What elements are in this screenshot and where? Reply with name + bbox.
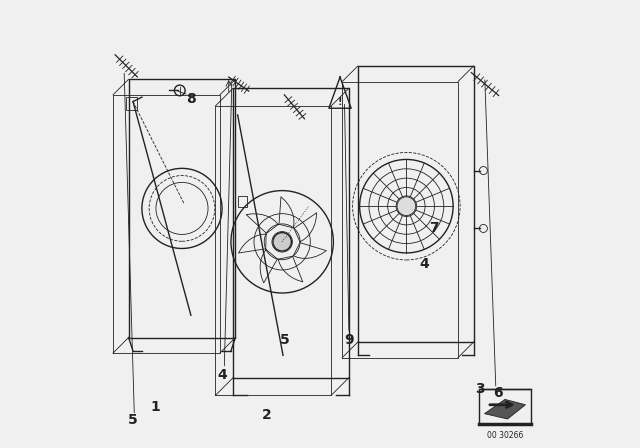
Text: 1: 1	[150, 400, 160, 414]
Text: 00 30266: 00 30266	[487, 431, 523, 440]
Text: 3: 3	[476, 382, 485, 396]
Text: 4: 4	[420, 257, 429, 271]
Bar	[126, 97, 138, 111]
Text: 5: 5	[280, 333, 289, 347]
Bar	[479, 389, 531, 424]
Circle shape	[397, 197, 416, 215]
Circle shape	[273, 233, 291, 251]
Bar	[237, 196, 246, 207]
Text: !: !	[338, 97, 342, 107]
Text: 2: 2	[262, 409, 271, 422]
Text: 7: 7	[429, 221, 438, 236]
Text: 5: 5	[128, 413, 138, 427]
Text: 8: 8	[186, 92, 196, 106]
Text: 6: 6	[493, 386, 503, 400]
Polygon shape	[484, 400, 525, 419]
Text: 9: 9	[344, 333, 354, 347]
Text: 4: 4	[217, 368, 227, 383]
